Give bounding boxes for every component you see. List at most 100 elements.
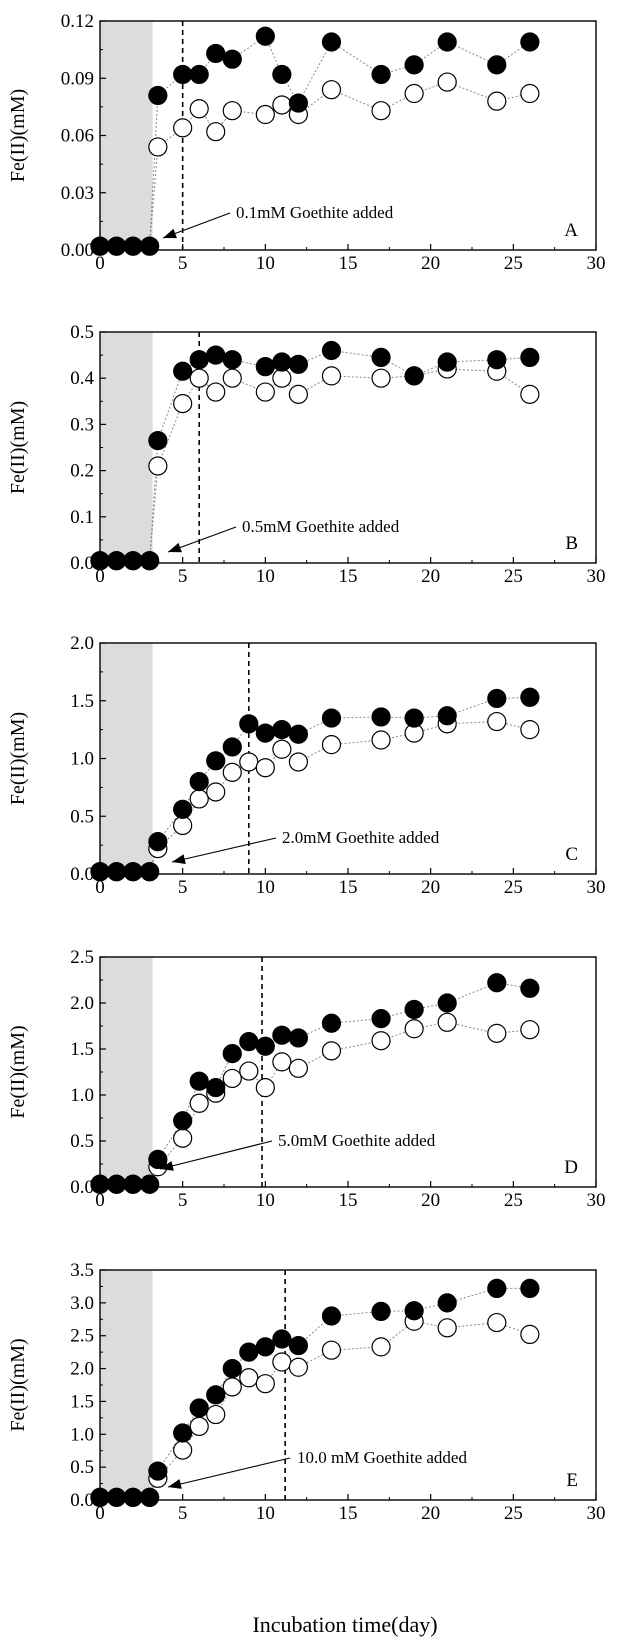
y-tick-label: 0.5 xyxy=(70,1457,94,1478)
x-tick-label: 20 xyxy=(421,253,440,274)
y-tick-label: 1.5 xyxy=(70,1039,94,1060)
x-tick-label: 20 xyxy=(421,566,440,587)
y-tick-label: 1.5 xyxy=(70,1391,94,1412)
shaded-region xyxy=(100,21,153,250)
y-tick-label: 0.09 xyxy=(61,68,94,89)
data-point-filled xyxy=(288,354,308,374)
annotation-label: 0.5mM Goethite added xyxy=(242,517,400,536)
data-point-open xyxy=(321,80,342,100)
data-point-open xyxy=(173,394,193,414)
shaded-region xyxy=(100,643,153,874)
data-point-filled xyxy=(404,708,424,728)
data-point-filled xyxy=(222,1043,242,1064)
data-point-filled xyxy=(520,687,540,707)
data-point-open xyxy=(321,1340,342,1360)
series-line-open xyxy=(100,81,530,247)
annotation-arrowhead xyxy=(172,854,186,864)
annotation-arrow-line xyxy=(159,1140,273,1170)
data-point-filled xyxy=(437,706,457,726)
data-point-filled xyxy=(437,1293,457,1313)
y-axis-label: Fe(II)(mM) xyxy=(7,89,29,182)
data-point-filled xyxy=(189,350,209,370)
data-point-open xyxy=(189,789,209,809)
data-point-filled xyxy=(148,430,168,451)
data-point-open xyxy=(404,1019,424,1039)
data-point-filled xyxy=(222,737,242,757)
data-point-open xyxy=(222,101,242,121)
data-point-filled xyxy=(140,1487,160,1507)
x-tick-label: 20 xyxy=(421,877,440,898)
y-tick-label: 0.2 xyxy=(70,461,94,482)
data-point-filled xyxy=(148,832,168,852)
annotation-arrow-line xyxy=(167,1457,291,1488)
data-point-open xyxy=(206,782,226,802)
y-tick-label: 0.1 xyxy=(70,507,94,528)
y-axis-label: Fe(II)(mM) xyxy=(7,401,29,494)
data-point-open xyxy=(371,368,391,388)
y-tick-label: 0.0 xyxy=(70,553,94,574)
x-tick-label: 25 xyxy=(504,1503,523,1524)
data-point-open xyxy=(487,711,507,732)
data-point-open xyxy=(206,1404,226,1425)
y-tick-label: 0.5 xyxy=(70,322,94,343)
y-tick-label: 0.3 xyxy=(70,414,94,435)
x-tick-label: 5 xyxy=(178,1503,188,1524)
x-tick-label: 5 xyxy=(178,566,188,587)
panel-a: 0 5 10 15 20 25 30 0.00 0.03 0.06 0.09 0.12 Fe(II)(m… xyxy=(7,11,606,274)
y-tick-label: 0.0 xyxy=(70,864,94,885)
data-point-filled xyxy=(321,340,342,361)
x-tick-label: 30 xyxy=(587,566,606,587)
x-axis-label: Incubation time(day) xyxy=(252,1612,437,1637)
data-point-filled xyxy=(140,1174,160,1194)
data-point-filled xyxy=(189,1398,209,1418)
data-point-filled xyxy=(288,1335,308,1356)
data-point-filled xyxy=(520,1278,540,1299)
x-tick-label: 5 xyxy=(178,1190,188,1211)
data-point-open xyxy=(437,72,457,92)
data-point-filled xyxy=(272,352,292,372)
panel-letter: D xyxy=(564,1157,578,1178)
x-tick-label: 15 xyxy=(339,1503,358,1524)
data-point-open xyxy=(255,758,275,778)
y-tick-label: 1.0 xyxy=(70,1424,94,1445)
annotation-arrow-line xyxy=(171,837,277,863)
data-point-open xyxy=(272,1352,292,1372)
data-point-filled xyxy=(173,1111,193,1131)
data-point-filled xyxy=(255,1036,275,1056)
data-point-filled xyxy=(487,350,507,370)
data-point-filled xyxy=(173,799,193,819)
shaded-region xyxy=(100,332,153,563)
data-point-filled xyxy=(321,1013,342,1033)
data-point-filled xyxy=(90,1174,110,1194)
y-tick-label: 0.4 xyxy=(70,368,94,389)
data-point-open xyxy=(371,730,391,750)
x-tick-label: 5 xyxy=(178,877,188,898)
data-point-filled xyxy=(487,688,507,709)
data-point-filled xyxy=(371,1009,391,1029)
data-point-filled xyxy=(487,973,507,993)
data-point-open xyxy=(272,95,292,115)
panel-letter: B xyxy=(565,533,578,554)
data-point-filled xyxy=(106,551,127,571)
data-point-open xyxy=(520,83,540,104)
data-point-open xyxy=(222,368,242,388)
x-tick-label: 20 xyxy=(421,1190,440,1211)
data-point-open xyxy=(255,382,275,402)
y-tick-label: 0.12 xyxy=(61,11,94,32)
data-point-filled xyxy=(106,236,127,256)
data-point-open xyxy=(404,83,424,104)
data-point-filled xyxy=(123,236,143,256)
y-tick-label: 2.0 xyxy=(70,993,94,1014)
panel-letter: A xyxy=(564,220,578,241)
y-axis-label: Fe(II)(mM) xyxy=(7,1025,29,1118)
data-point-filled xyxy=(321,1306,342,1326)
data-point-open xyxy=(371,101,391,121)
data-point-filled xyxy=(173,361,193,381)
panel-c: 0 5 10 15 20 25 30 0.0 0.5 1.0 1.5 2.0 Fe(II)(mM) 2.0… xyxy=(7,633,606,898)
data-point-filled xyxy=(520,32,540,52)
y-tick-label: 0.5 xyxy=(70,806,94,827)
y-tick-label: 1.0 xyxy=(70,1085,94,1106)
y-tick-label: 0.00 xyxy=(61,240,94,261)
data-point-filled xyxy=(189,1071,209,1091)
annotation-arrowhead xyxy=(163,228,177,239)
